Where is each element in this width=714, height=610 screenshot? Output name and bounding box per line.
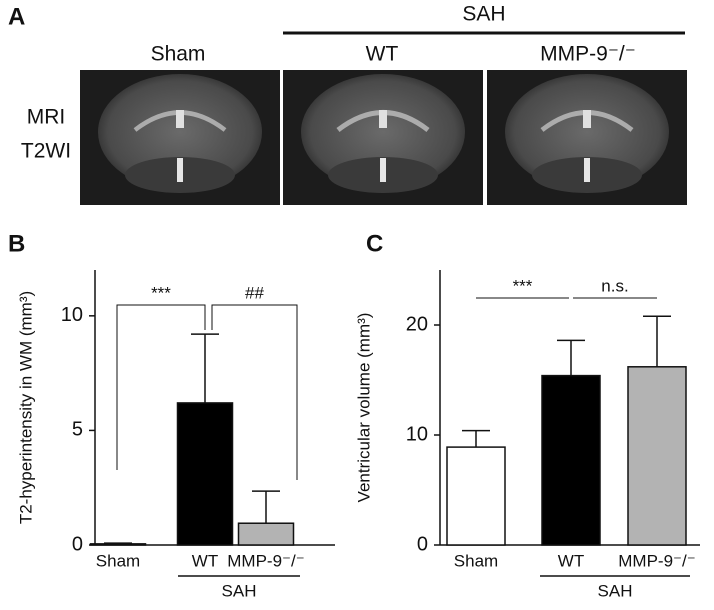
group-label: SAH [462, 3, 505, 26]
x-tick-label: MMP-9⁻/⁻ [618, 551, 695, 570]
column-label: WT [366, 43, 399, 66]
significance-bracket [116, 304, 206, 470]
brain [505, 74, 669, 190]
y-tick-label: 5 [72, 419, 83, 441]
x-tick-label: Sham [96, 551, 140, 570]
row-label: T2WI [21, 140, 71, 163]
significance-label: ## [245, 283, 264, 302]
panel-letter: B [8, 230, 25, 257]
x-tick-label: WT [192, 551, 218, 570]
ventricle [379, 110, 387, 128]
y-axis-label: T2-hyperintensity in WM (mm³) [16, 291, 35, 524]
x-tick-label: WT [558, 551, 584, 570]
x-tick-label: Sham [454, 551, 498, 570]
ventricle [584, 158, 590, 182]
group-label: SAH [598, 581, 633, 600]
y-tick-label: 0 [417, 533, 428, 555]
x-tick-label: MMP-9⁻/⁻ [227, 551, 304, 570]
significance-label: n.s. [601, 276, 628, 295]
bar [541, 374, 601, 546]
bar [176, 402, 234, 546]
significance-label: *** [513, 276, 533, 295]
y-tick-label: 10 [406, 423, 428, 445]
ventricle [380, 158, 386, 182]
bar [237, 522, 295, 546]
bar [446, 446, 506, 546]
ventricle [583, 110, 591, 128]
group-label: SAH [222, 581, 257, 600]
panel-letter: C [366, 230, 383, 257]
y-tick-label: 20 [406, 313, 428, 335]
significance-label: *** [151, 283, 171, 302]
mri-images [80, 70, 687, 205]
column-label: Sham [151, 43, 206, 66]
brain [98, 74, 262, 190]
ventricle [177, 158, 183, 182]
bar [627, 366, 687, 546]
significance-bracket [211, 304, 298, 480]
row-label: MRI [27, 106, 66, 129]
panel-letter: A [8, 3, 25, 30]
y-tick-label: 10 [61, 304, 83, 326]
y-axis-label: Ventricular volume (mm³) [354, 313, 373, 503]
column-label: MMP-9⁻/⁻ [540, 43, 636, 66]
ventricle [176, 110, 184, 128]
y-tick-label: 0 [72, 533, 83, 555]
bar [89, 543, 147, 546]
brain [301, 74, 465, 190]
